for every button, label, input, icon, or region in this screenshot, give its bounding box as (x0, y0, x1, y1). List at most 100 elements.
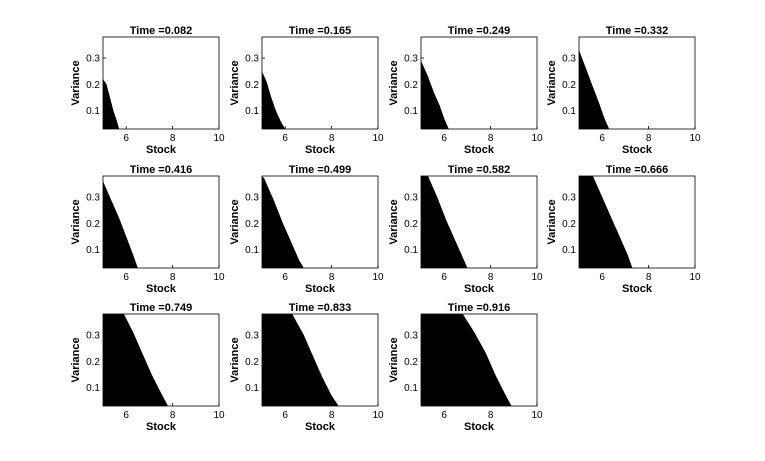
exercise-region (262, 71, 286, 129)
subplot-8: 6 8 10 0.1 0.2 0.3 Time =0.666 Stock Variance (546, 164, 701, 295)
y-tick-label: 0.1 (562, 106, 576, 117)
y-tick-label: 0.2 (86, 219, 100, 230)
axes-frame (102, 175, 220, 269)
exercise-region (579, 50, 610, 129)
y-axis-label: Variance (388, 60, 400, 105)
x-tick-label: 10 (213, 133, 225, 144)
exercise-region (103, 181, 138, 268)
axes-frame (261, 36, 379, 130)
exercise-region (262, 314, 339, 406)
y-axis-label: Variance (546, 60, 558, 105)
exercise-region (421, 314, 512, 406)
x-axis-label: Stock (146, 421, 177, 433)
exercise-region (421, 176, 468, 268)
x-tick-label: 10 (531, 133, 543, 144)
x-tick-label: 10 (372, 272, 384, 283)
x-tick-label: 8 (170, 410, 176, 421)
y-tick-label: 0.1 (86, 106, 100, 117)
subplot-title: Time =0.749 (130, 302, 192, 314)
x-tick-label: 8 (488, 410, 494, 421)
axes-frame (261, 313, 379, 407)
x-tick-label: 10 (213, 410, 225, 421)
x-tick-label: 8 (170, 272, 176, 283)
x-axis-label: Stock (622, 144, 653, 156)
x-tick-label: 10 (372, 133, 384, 144)
y-axis-label: Variance (70, 337, 82, 382)
y-tick-label: 0.3 (245, 331, 259, 342)
x-tick-label: 8 (646, 133, 652, 144)
subplot-title: Time =0.332 (606, 25, 668, 37)
y-tick-label: 0.1 (86, 245, 100, 256)
y-tick-label: 0.1 (562, 245, 576, 256)
y-tick-label: 0.1 (404, 106, 418, 117)
y-tick-label: 0.3 (245, 193, 259, 204)
y-axis-label: Variance (229, 199, 241, 244)
y-tick-label: 0.1 (404, 245, 418, 256)
axes-frame (420, 313, 538, 407)
x-tick-label: 10 (531, 272, 543, 283)
x-tick-label: 8 (329, 410, 335, 421)
y-tick-label: 0.3 (86, 193, 100, 204)
x-axis-label: Stock (146, 144, 177, 156)
y-axis-label: Variance (546, 199, 558, 244)
y-tick-label: 0.1 (404, 383, 418, 394)
y-tick-label: 0.3 (86, 331, 100, 342)
subplot-4: 6 8 10 0.1 0.2 0.3 Time =0.332 Stock Variance (546, 25, 701, 156)
x-axis-label: Stock (146, 283, 177, 295)
x-axis-label: Stock (305, 421, 336, 433)
x-axis-label: Stock (464, 144, 495, 156)
y-tick-label: 0.2 (404, 80, 418, 91)
x-tick-label: 6 (441, 133, 447, 144)
y-tick-label: 0.2 (245, 219, 259, 230)
y-tick-label: 0.2 (562, 80, 576, 91)
subplot-title: Time =0.082 (130, 25, 192, 37)
x-tick-label: 6 (123, 410, 129, 421)
y-tick-label: 0.1 (86, 383, 100, 394)
x-tick-label: 8 (646, 272, 652, 283)
subplot-title: Time =0.916 (448, 302, 510, 314)
x-axis-label: Stock (305, 283, 336, 295)
x-tick-label: 8 (329, 272, 335, 283)
axes-frame (578, 175, 696, 269)
axes-frame (420, 175, 538, 269)
subplot-title: Time =0.833 (289, 302, 351, 314)
x-axis-label: Stock (305, 144, 336, 156)
y-tick-label: 0.3 (404, 331, 418, 342)
x-tick-label: 10 (531, 410, 543, 421)
subplot-title: Time =0.582 (448, 164, 510, 176)
x-tick-label: 6 (282, 272, 288, 283)
subplot-title: Time =0.666 (606, 164, 668, 176)
y-axis-label: Variance (229, 337, 241, 382)
y-axis-label: Variance (70, 60, 82, 105)
y-tick-label: 0.3 (562, 54, 576, 65)
y-axis-label: Variance (388, 337, 400, 382)
exercise-region (579, 176, 633, 268)
subplot-3: 6 8 10 0.1 0.2 0.3 Time =0.249 Stock Variance (388, 25, 543, 156)
y-axis-label: Variance (229, 60, 241, 105)
y-tick-label: 0.2 (245, 357, 259, 368)
x-tick-label: 10 (372, 410, 384, 421)
y-tick-label: 0.2 (404, 219, 418, 230)
x-tick-label: 6 (282, 410, 288, 421)
y-tick-label: 0.2 (245, 80, 259, 91)
x-axis-label: Stock (622, 283, 653, 295)
y-tick-label: 0.2 (86, 80, 100, 91)
y-tick-label: 0.1 (245, 245, 259, 256)
x-tick-label: 8 (488, 133, 494, 144)
y-tick-label: 0.3 (404, 54, 418, 65)
subplot-5: 6 8 10 0.1 0.2 0.3 Time =0.416 Stock Variance (70, 164, 225, 295)
axes-frame (102, 313, 220, 407)
x-tick-label: 10 (689, 272, 701, 283)
x-axis-label: Stock (464, 421, 495, 433)
exercise-region (262, 176, 304, 268)
subplot-title: Time =0.165 (289, 25, 351, 37)
y-tick-label: 0.3 (86, 54, 100, 65)
axes-frame (420, 36, 538, 130)
x-tick-label: 6 (599, 133, 605, 144)
axes-frame (578, 36, 696, 130)
subplot-6: 6 8 10 0.1 0.2 0.3 Time =0.499 Stock Variance (229, 164, 384, 295)
x-tick-label: 6 (441, 410, 447, 421)
y-tick-label: 0.3 (404, 193, 418, 204)
exercise-region (103, 79, 120, 129)
x-tick-label: 8 (170, 133, 176, 144)
